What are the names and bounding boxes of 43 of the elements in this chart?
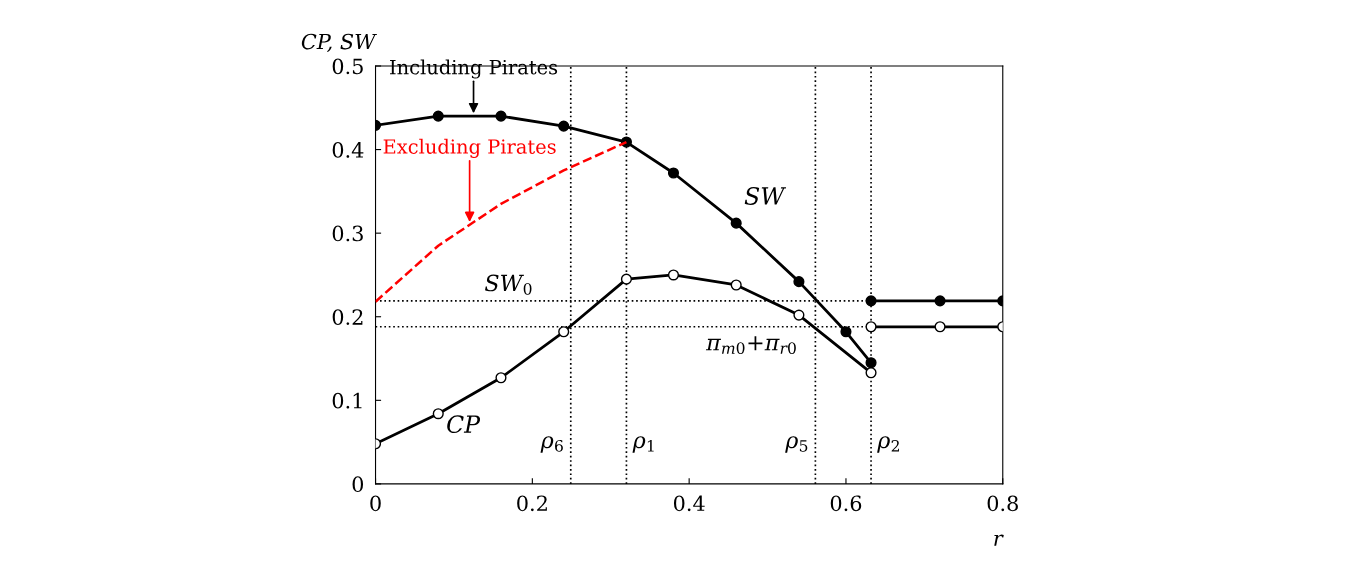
y-tick-label: 0.3	[332, 225, 363, 242]
ref-line-label: ρ$_{6}$	[540, 436, 563, 453]
point	[495, 110, 507, 122]
x-tick-label: 0.4	[673, 495, 705, 512]
series-label: SW	[744, 187, 787, 205]
y-tick-label: 0.1	[332, 392, 362, 409]
x-tick-label: 0.6	[830, 495, 862, 512]
point	[667, 167, 680, 179]
ref-line-label: ρ$_{2}$	[877, 436, 899, 453]
point	[558, 326, 570, 338]
point	[934, 321, 946, 333]
ref-line-label: SW$_{0}$	[485, 274, 532, 295]
point	[620, 273, 632, 285]
point	[558, 120, 570, 132]
x-tick-label: 0.8	[987, 495, 1018, 512]
y-axis-title: CP, SW	[301, 33, 377, 52]
point	[840, 326, 852, 338]
point	[793, 309, 805, 321]
point	[432, 408, 444, 420]
point	[865, 295, 877, 307]
annotation: Including Pirates	[390, 59, 558, 79]
x-axis-title: r	[994, 534, 1004, 546]
point	[865, 367, 877, 379]
point	[730, 279, 742, 291]
series-label: CP	[447, 415, 481, 434]
point	[934, 295, 946, 307]
point	[667, 269, 680, 281]
point	[865, 321, 877, 333]
x-tick-label: 0	[370, 495, 381, 512]
y-tick-label: 0	[352, 476, 364, 493]
y-tick-label: 0.2	[332, 309, 363, 325]
ref-line-label: ρ$_{5}$	[785, 436, 808, 453]
point	[495, 372, 507, 384]
point	[730, 217, 742, 229]
y-tick-label: 0.4	[332, 142, 364, 158]
ref-line-label: π$_{m0}$+π$_{r0}$	[705, 336, 796, 354]
point	[865, 357, 877, 369]
point	[432, 110, 444, 122]
x-tick-label: 0.2	[517, 495, 547, 512]
point	[793, 276, 805, 288]
annotation: Excluding Pirates	[383, 138, 556, 158]
y-tick-label: 0.5	[332, 58, 363, 75]
ref-line-label: ρ$_{1}$	[632, 436, 654, 453]
